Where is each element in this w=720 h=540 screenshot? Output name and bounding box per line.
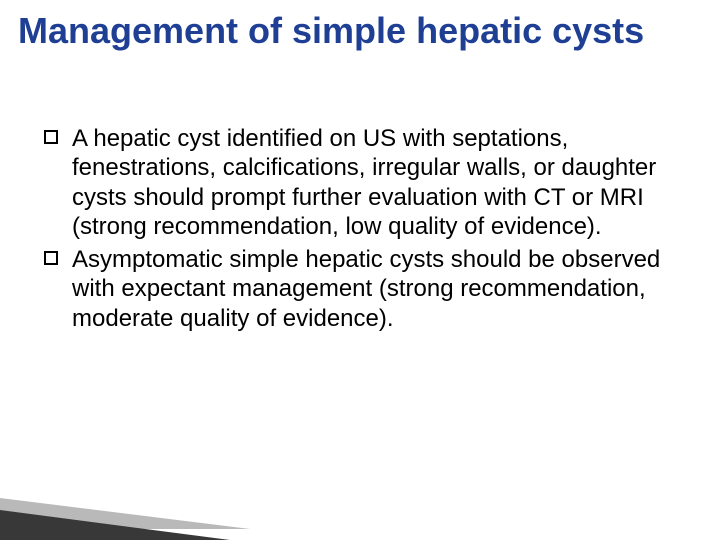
bullet-text: Asymptomatic simple hepatic cysts should… [72, 246, 660, 332]
bullet-text: A hepatic cyst identified on US with sep… [72, 125, 656, 240]
square-bullet-icon [44, 130, 58, 144]
square-bullet-icon [44, 251, 58, 265]
slide-title: Management of simple hepatic cysts [18, 12, 690, 51]
list-item: Asymptomatic simple hepatic cysts should… [72, 245, 680, 333]
wedge-dark [0, 510, 230, 540]
corner-wedge-icon [0, 470, 260, 540]
list-item: A hepatic cyst identified on US with sep… [72, 124, 680, 241]
slide: Management of simple hepatic cysts A hep… [0, 0, 720, 540]
wedge-light [0, 498, 250, 529]
bullet-list: A hepatic cyst identified on US with sep… [72, 124, 680, 337]
